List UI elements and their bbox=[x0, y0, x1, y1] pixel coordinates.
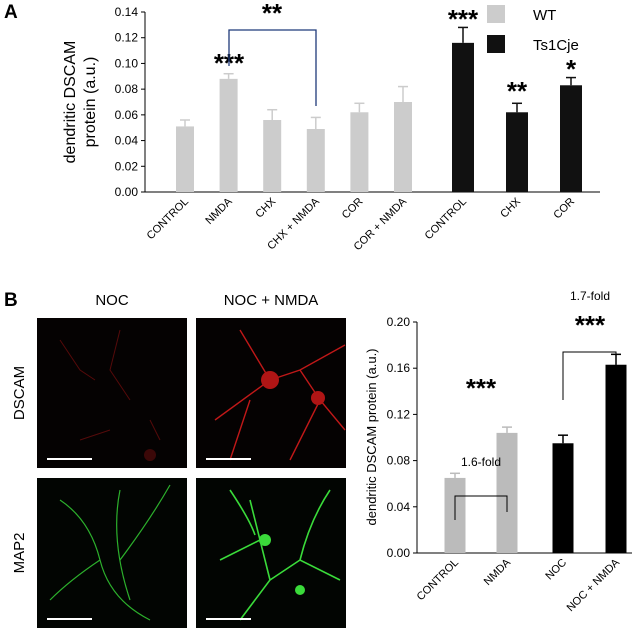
annotation: * bbox=[566, 54, 577, 84]
legend-label: Ts1Cje bbox=[533, 37, 579, 54]
bar bbox=[560, 85, 582, 192]
y-tick-label: 0.14 bbox=[115, 5, 139, 19]
significance-bracket bbox=[228, 29, 317, 106]
bar bbox=[506, 112, 528, 192]
image-column-label: NOC bbox=[95, 292, 129, 309]
bar bbox=[219, 78, 238, 192]
y-tick-label: 0.00 bbox=[115, 185, 139, 199]
significance-bracket bbox=[454, 495, 508, 520]
annotation: *** bbox=[575, 310, 606, 340]
image-row-label: MAP2 bbox=[11, 533, 28, 574]
image-column-label: NOC + NMDA bbox=[224, 292, 319, 309]
annotation: 1.7-fold bbox=[570, 289, 610, 303]
y-tick-label: 0.04 bbox=[387, 500, 411, 514]
legend-swatch bbox=[487, 35, 505, 53]
y-axis-label: dendritic DSCAM protein (a.u.) bbox=[364, 348, 379, 525]
y-tick-label: 0.06 bbox=[115, 108, 139, 122]
dscam-signal bbox=[59, 329, 161, 461]
annotation: 1.6-fold bbox=[461, 455, 501, 469]
bar bbox=[452, 42, 474, 192]
y-tick-label: 0.04 bbox=[115, 134, 139, 148]
bar bbox=[350, 112, 369, 192]
panel-label: B bbox=[4, 290, 18, 311]
y-tick-label: 0.00 bbox=[387, 546, 411, 560]
significance-bracket bbox=[562, 351, 617, 400]
image-noc-map2 bbox=[37, 478, 187, 628]
map2-signal-nmda bbox=[219, 489, 341, 621]
map2-signal bbox=[49, 484, 171, 621]
image-noc-nmda-map2 bbox=[196, 478, 346, 628]
dscam-signal-nmda bbox=[214, 329, 346, 461]
micrographs bbox=[37, 318, 346, 628]
image-row-label: DSCAM bbox=[11, 366, 28, 420]
y-axis-label: protein (a.u.) bbox=[82, 57, 99, 148]
bar bbox=[496, 432, 518, 553]
panel-label: A bbox=[4, 2, 18, 23]
y-tick-label: 0.12 bbox=[115, 31, 139, 45]
y-tick-label: 0.16 bbox=[387, 361, 411, 375]
annotation: *** bbox=[466, 373, 497, 403]
legend-label: WT bbox=[533, 7, 556, 24]
annotation: ** bbox=[262, 0, 283, 28]
y-tick-label: 0.12 bbox=[387, 407, 411, 421]
bar bbox=[306, 129, 325, 192]
y-tick-label: 0.20 bbox=[387, 315, 411, 329]
y-tick-label: 0.08 bbox=[115, 82, 139, 96]
y-tick-label: 0.10 bbox=[115, 56, 139, 70]
bar bbox=[176, 126, 194, 192]
annotation: ** bbox=[507, 76, 528, 106]
image-noc-nmda-dscam bbox=[196, 318, 346, 468]
scale-bars bbox=[47, 458, 251, 620]
image-noc-dscam bbox=[37, 318, 187, 468]
y-axis-label: dendritic DSCAM bbox=[62, 41, 79, 164]
y-tick-label: 0.08 bbox=[387, 454, 411, 468]
bar bbox=[394, 102, 412, 192]
bar bbox=[263, 120, 282, 192]
y-tick-label: 0.02 bbox=[115, 159, 139, 173]
bar bbox=[552, 443, 574, 553]
bar bbox=[605, 364, 627, 553]
annotation: *** bbox=[448, 4, 479, 34]
legend-swatch bbox=[487, 5, 505, 23]
